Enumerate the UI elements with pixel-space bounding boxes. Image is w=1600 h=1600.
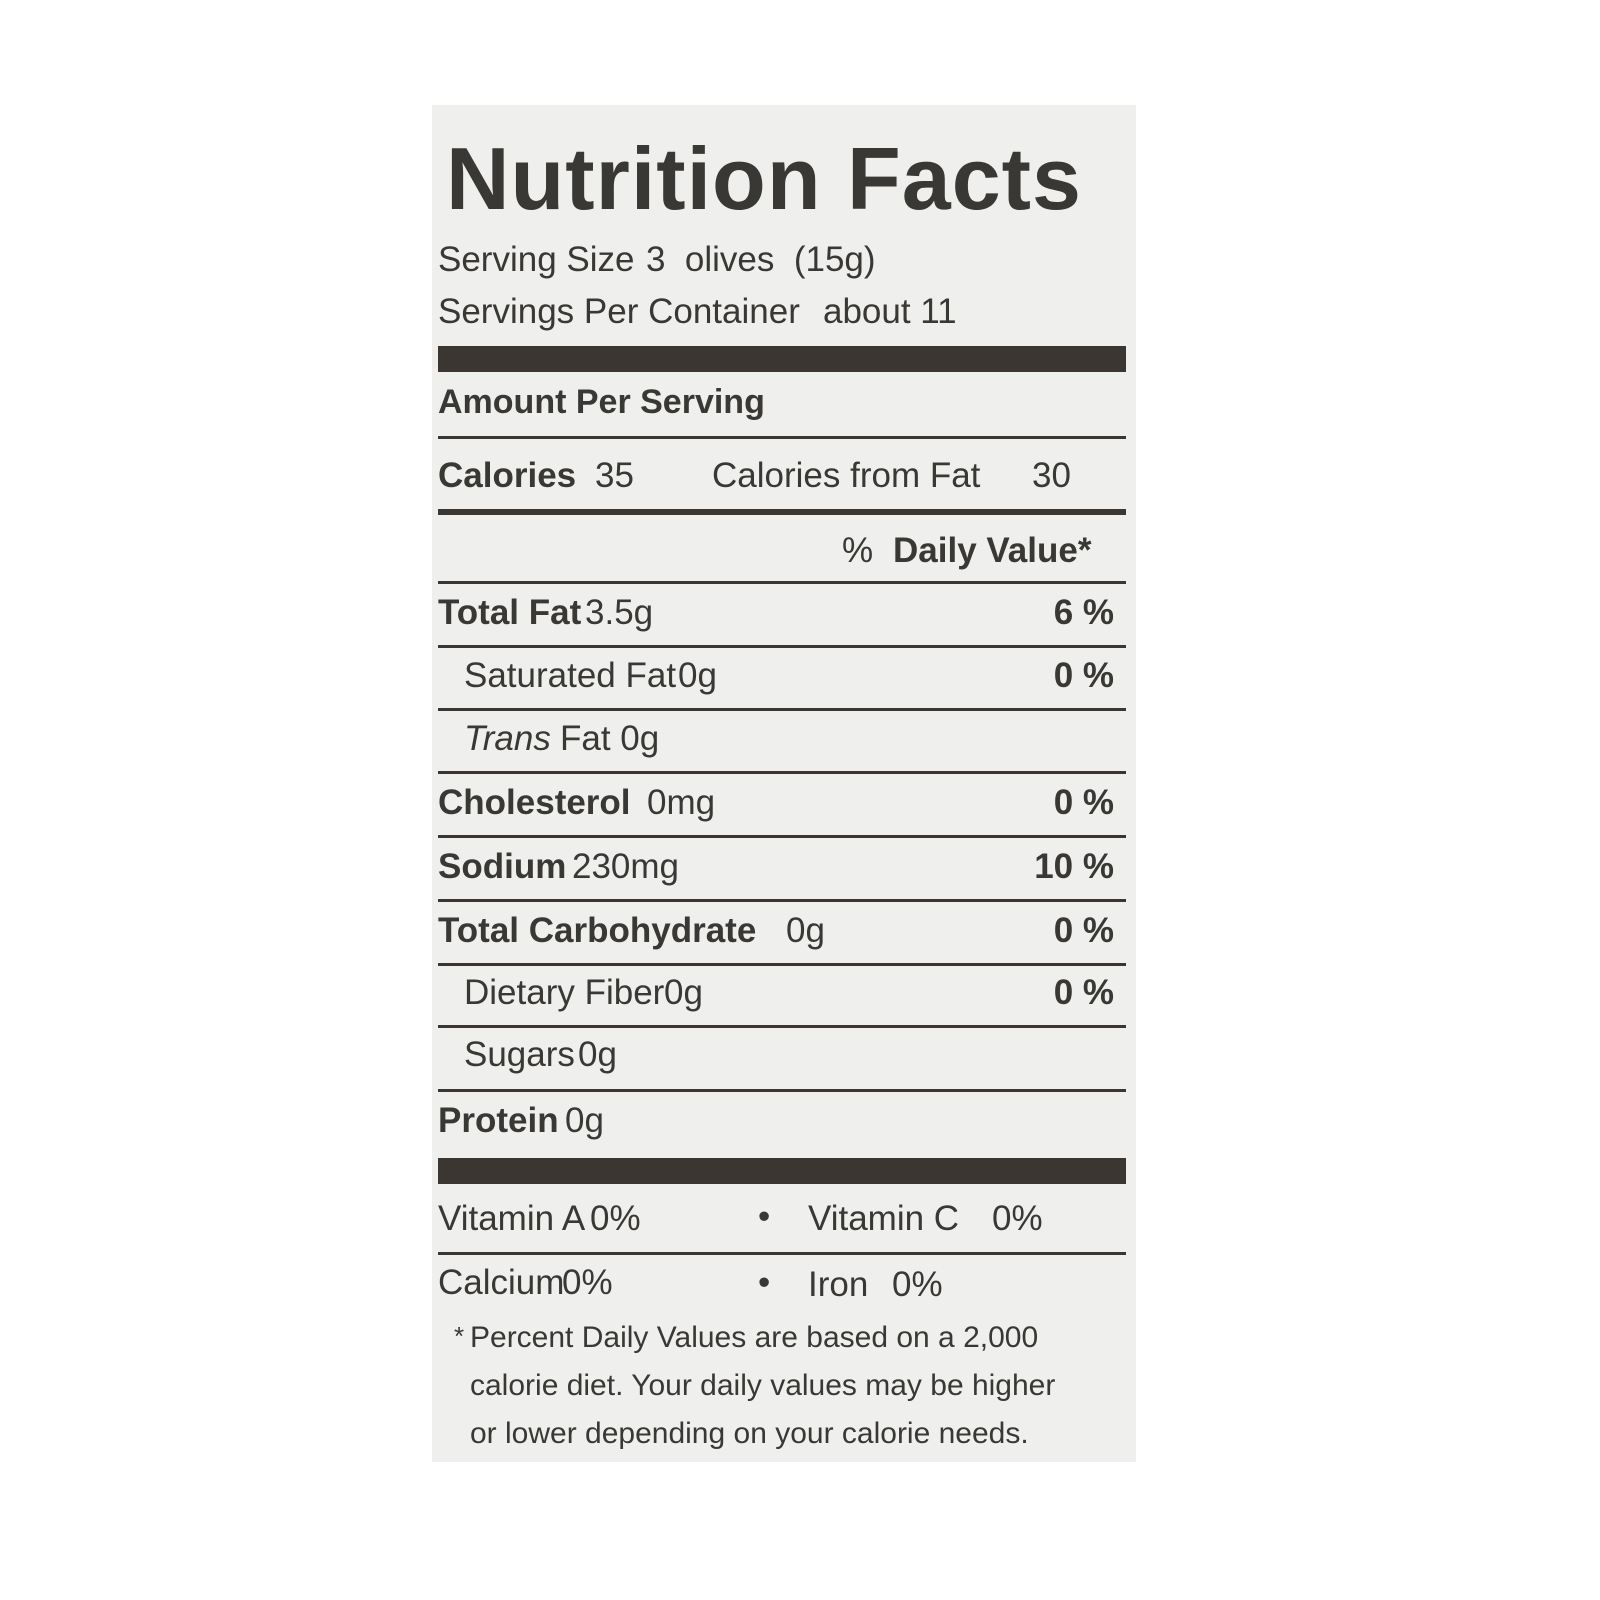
nutrient-dv-saturated-fat: 0 % (1053, 656, 1114, 695)
nutrient-name-total-carbohydrate: Total Carbohydrate (438, 911, 757, 950)
title: Nutrition Facts (446, 129, 1082, 228)
bullet: • (758, 1197, 771, 1236)
nutrient-name-dietary-fiber: Dietary Fiber (464, 973, 665, 1012)
footnote-line: calorie diet. Your daily values may be h… (470, 1369, 1056, 1402)
nutrient-name-sugars: Sugars (464, 1035, 575, 1074)
nutrient-name-cholesterol: Cholesterol (438, 783, 631, 822)
vitamin-a-label: Vitamin A (438, 1199, 586, 1238)
nutrient-dv-sodium: 10 % (1034, 847, 1114, 886)
vitamin-c-value: 0% (992, 1199, 1043, 1238)
nutrient-amount-saturated-fat: 0g (678, 656, 717, 695)
calories-fat-label: Calories from Fat (712, 456, 981, 495)
servings-value: about 11 (823, 292, 957, 331)
amount-per-serving: Amount Per Serving (438, 383, 765, 421)
nutrient-name-trans-fat: Trans (464, 719, 551, 758)
calories-value: 35 (595, 456, 634, 495)
divider (438, 963, 1126, 966)
nutrient-amount-sugars: 0g (578, 1035, 617, 1074)
iron-label: Iron (808, 1265, 869, 1304)
footnote-star: * (454, 1321, 465, 1351)
dv-header: Daily Value* (893, 531, 1092, 570)
divider (438, 645, 1126, 648)
calories-fat-value: 30 (1032, 456, 1071, 495)
footnote-line: or lower depending on your calorie needs… (470, 1417, 1029, 1450)
serving-size-value: 3 olives (15g) (646, 240, 876, 279)
nutrient-name-saturated-fat: Saturated Fat (464, 656, 677, 695)
nutrient-amount-cholesterol: 0mg (647, 783, 716, 822)
divider (438, 1089, 1126, 1092)
nutrient-dv-cholesterol: 0 % (1053, 783, 1114, 822)
servings-label: Servings Per Container (438, 292, 800, 331)
footnote-line: Percent Daily Values are based on a 2,00… (470, 1321, 1039, 1354)
divider (438, 1252, 1126, 1255)
divider (438, 835, 1126, 838)
iron-value: 0% (892, 1265, 943, 1304)
divider (438, 708, 1126, 711)
vitamin-c-label: Vitamin C (808, 1199, 960, 1238)
dv-percent-sign: % (842, 531, 874, 570)
nutrient-amount-dietary-fiber: 0g (664, 973, 703, 1012)
nutrient-amount-trans-fat: Fat 0g (560, 719, 660, 758)
nutrient-dv-dietary-fiber: 0 % (1053, 973, 1114, 1012)
vitamin-a-value: 0% (590, 1199, 641, 1238)
calcium-label: Calcium (438, 1263, 565, 1302)
divider (438, 771, 1126, 774)
nutrient-dv-total-carbohydrate: 0 % (1053, 911, 1114, 950)
divider (438, 436, 1126, 439)
nutrition-facts-label: Nutrition Facts Serving Size 3 olives (1… (432, 105, 1136, 1462)
nutrient-amount-total-carbohydrate: 0g (786, 911, 825, 950)
divider (438, 1025, 1126, 1028)
nutrient-name-protein: Protein (438, 1101, 559, 1140)
nutrient-name-total-fat: Total Fat (438, 593, 582, 632)
nutrient-amount-total-fat: 3.5g (585, 593, 654, 632)
divider (438, 581, 1126, 584)
thick-divider (438, 1158, 1126, 1184)
nutrient-name-sodium: Sodium (438, 847, 567, 886)
nutrient-dv-total-fat: 6 % (1053, 593, 1114, 632)
calcium-value: 0% (562, 1263, 613, 1302)
medium-divider (438, 509, 1126, 515)
divider (438, 899, 1126, 902)
serving-size-label: Serving Size (438, 240, 635, 279)
calories-label: Calories (438, 456, 577, 495)
nutrient-amount-protein: 0g (565, 1101, 604, 1140)
nutrient-amount-sodium: 230mg (572, 847, 680, 886)
bullet: • (758, 1263, 771, 1302)
thick-divider (438, 346, 1126, 372)
